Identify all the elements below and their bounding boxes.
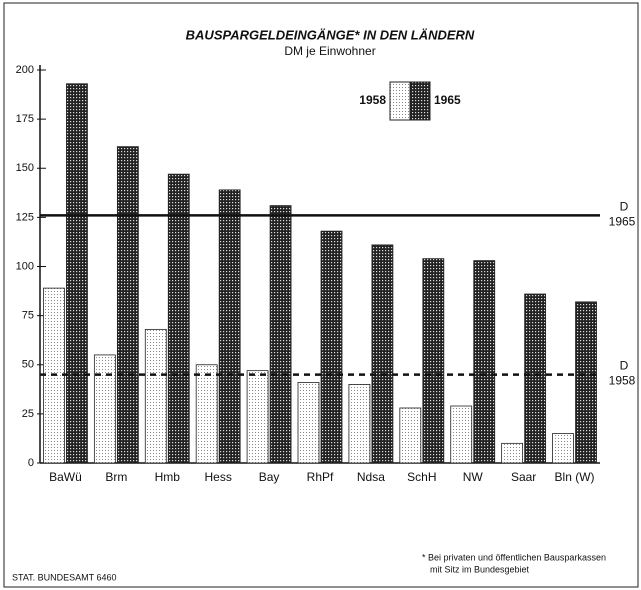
reference-year: 1958 [609, 374, 636, 388]
bar [575, 301, 597, 464]
chart-title: BAUSPARGELDEINGÄNGE* IN DEN LÄNDERN [186, 27, 475, 42]
bar [297, 382, 320, 464]
legend-label: 1958 [359, 93, 386, 107]
x-tick-label: NW [463, 470, 484, 484]
y-tick-label: 150 [16, 162, 34, 174]
bar [501, 442, 524, 464]
x-tick-label: Bay [259, 470, 280, 484]
bar [348, 383, 371, 464]
bar [524, 293, 547, 464]
reference-label: D [620, 200, 629, 214]
bar [93, 354, 116, 464]
bar [167, 173, 190, 464]
x-tick-label: RhPf [307, 470, 334, 484]
x-tick-label: Bln (W) [555, 470, 595, 484]
y-tick-label: 50 [22, 359, 34, 371]
y-tick-label: 0 [28, 457, 34, 469]
bar [66, 83, 88, 464]
bar [422, 258, 445, 464]
x-tick-label: SchH [407, 470, 436, 484]
footnote: mit Sitz im Bundesgebiet [430, 564, 530, 574]
bar [450, 405, 473, 464]
y-tick-label: 125 [16, 211, 34, 223]
bar [371, 244, 394, 464]
y-tick-label: 100 [16, 260, 34, 272]
bar [218, 189, 241, 464]
y-tick-label: 75 [22, 310, 34, 322]
footnote: * Bei privaten und öffentlichen Bauspark… [422, 552, 606, 562]
chart-subtitle: DM je Einwohner [284, 44, 375, 58]
legend-swatch [409, 81, 431, 121]
bar [399, 407, 422, 464]
x-tick-label: Hess [205, 470, 232, 484]
y-tick-label: 200 [16, 64, 34, 76]
bar [195, 364, 218, 464]
x-tick-label: Brm [105, 470, 127, 484]
y-tick-label: 25 [22, 408, 34, 420]
bar [144, 328, 167, 464]
bar [246, 370, 269, 464]
legend-label: 1965 [434, 93, 461, 107]
bar [552, 433, 574, 464]
bar [116, 146, 139, 464]
legend-swatch [389, 81, 411, 121]
source: STAT. BUNDESAMT 6460 [12, 572, 117, 582]
bar [320, 230, 343, 464]
y-tick-label: 175 [16, 113, 34, 125]
x-tick-label: Ndsa [357, 470, 385, 484]
x-tick-label: Hmb [155, 470, 181, 484]
reference-year: 1965 [609, 215, 636, 229]
x-tick-label: Saar [511, 470, 536, 484]
reference-label: D [620, 359, 629, 373]
x-tick-label: BaWü [49, 470, 82, 484]
bar [473, 260, 496, 464]
frame [3, 2, 639, 588]
bar [269, 205, 292, 464]
